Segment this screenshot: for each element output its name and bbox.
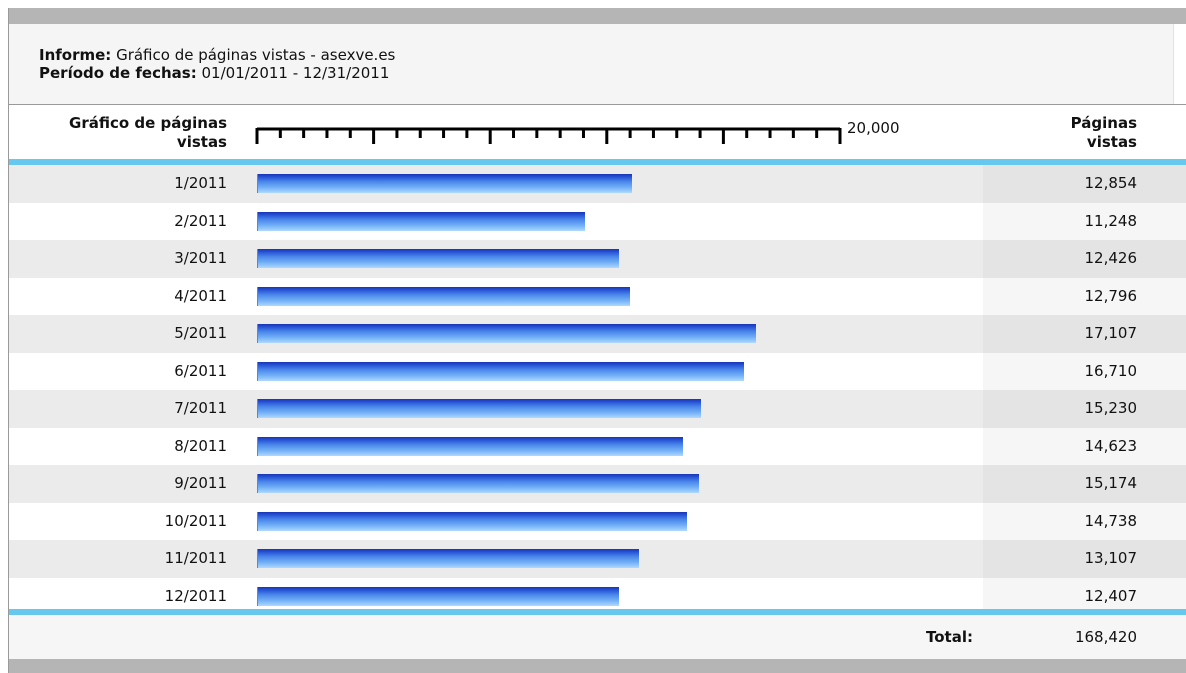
category-label: 12/2011 <box>164 586 227 605</box>
report-period-line: Período de fechas: 01/01/2011 - 12/31/20… <box>39 64 389 82</box>
chart-row: 4/2011 12,796 <box>9 277 1186 315</box>
chart-header: Gráfico de páginas vistas 20,000 Páginas… <box>9 105 1186 159</box>
category-label: 5/2011 <box>174 324 227 342</box>
value-cell-bg <box>983 390 1186 428</box>
scale-max-label: 20,000 <box>847 119 900 137</box>
bar <box>257 324 756 343</box>
value-label: 11,248 <box>1084 211 1138 230</box>
chart-row: 2/2011 11,248 <box>9 202 1186 240</box>
report-label: Informe: <box>39 46 112 64</box>
value-label: 15,174 <box>1084 474 1138 492</box>
value-label: 14,738 <box>1084 511 1138 530</box>
category-label: 6/2011 <box>174 361 227 380</box>
chart-row: 10/2011 14,738 <box>9 502 1186 540</box>
category-label: 1/2011 <box>174 174 227 192</box>
category-label: 3/2011 <box>174 249 227 267</box>
bar <box>257 399 701 418</box>
category-label: 7/2011 <box>174 399 227 417</box>
bar <box>257 474 700 493</box>
value-label: 14,623 <box>1084 436 1138 455</box>
period-label: Período de fechas: <box>39 64 197 82</box>
bar <box>257 211 585 231</box>
chart-row: 8/2011 14,623 <box>9 427 1186 465</box>
value-cell-bg <box>983 465 1186 503</box>
value-cell-bg <box>983 202 1186 240</box>
value-cell-bg <box>983 540 1186 578</box>
bar <box>257 549 640 568</box>
category-label: 10/2011 <box>164 511 227 530</box>
scale-ruler <box>255 127 842 144</box>
info-divider <box>9 104 1186 105</box>
top-separator <box>9 159 1186 165</box>
bar <box>257 174 632 193</box>
bar <box>257 286 630 306</box>
chart-row: 12/2011 12,407 <box>9 577 1186 615</box>
bar <box>257 361 745 381</box>
total-value: 168,420 <box>1074 628 1137 646</box>
value-cell-bg <box>983 502 1186 540</box>
value-cell-bg <box>983 427 1186 465</box>
value-cell-bg <box>983 277 1186 315</box>
chart-rows: 1/2011 12,854 2/2011 11,248 3/2011 12,426 4/20… <box>9 165 1186 615</box>
category-header-line2: vistas <box>176 133 227 151</box>
value-label: 12,426 <box>1084 249 1138 267</box>
report-value: Gráfico de páginas vistas - asexve.es <box>116 46 396 64</box>
category-label: 11/2011 <box>164 549 227 567</box>
bottom-border-bar <box>9 659 1186 673</box>
value-column-header: Páginas vistas <box>983 114 1137 152</box>
chart-row: 1/2011 12,854 <box>9 165 1186 203</box>
category-label: 9/2011 <box>174 474 227 492</box>
period-value: 01/01/2011 - 12/31/2011 <box>201 64 390 82</box>
bar <box>257 586 619 606</box>
chart-row: 3/2011 12,426 <box>9 240 1186 278</box>
value-cell-bg <box>983 352 1186 390</box>
value-cell-bg <box>983 240 1186 278</box>
value-label: 16,710 <box>1084 361 1138 380</box>
value-label: 12,796 <box>1084 286 1138 305</box>
report-info-panel: Informe: Gráfico de páginas vistas - ase… <box>9 24 1174 104</box>
value-header-line2: vistas <box>1086 133 1137 151</box>
value-cell-bg <box>983 315 1186 353</box>
bar <box>257 249 620 268</box>
total-label: Total: <box>926 628 973 646</box>
chart-row: 6/2011 16,710 <box>9 352 1186 390</box>
category-header-line1: Gráfico de páginas <box>69 114 227 132</box>
value-label: 13,107 <box>1084 549 1138 567</box>
chart-row: 9/2011 15,174 <box>9 465 1186 503</box>
category-label: 2/2011 <box>174 211 227 230</box>
report-name-line: Informe: Gráfico de páginas vistas - ase… <box>39 46 395 64</box>
bottom-separator <box>9 609 1186 615</box>
value-label: 12,854 <box>1084 174 1138 192</box>
chart-row: 11/2011 13,107 <box>9 540 1186 578</box>
category-column-header: Gráfico de páginas vistas <box>9 114 227 152</box>
value-cell-bg <box>983 165 1186 203</box>
category-label: 4/2011 <box>174 286 227 305</box>
top-border-bar <box>9 8 1186 24</box>
value-label: 12,407 <box>1084 586 1138 605</box>
value-label: 17,107 <box>1084 324 1138 342</box>
total-row: Total: 168,420 <box>9 615 1186 659</box>
report-frame: Informe: Gráfico de páginas vistas - ase… <box>8 8 1186 673</box>
chart-row: 7/2011 15,230 <box>9 390 1186 428</box>
bar <box>257 436 684 456</box>
value-label: 15,230 <box>1084 399 1138 417</box>
value-cell-bg <box>983 577 1186 615</box>
value-header-line1: Páginas <box>1070 114 1137 132</box>
chart-row: 5/2011 17,107 <box>9 315 1186 353</box>
category-label: 8/2011 <box>174 436 227 455</box>
bar <box>257 511 687 531</box>
